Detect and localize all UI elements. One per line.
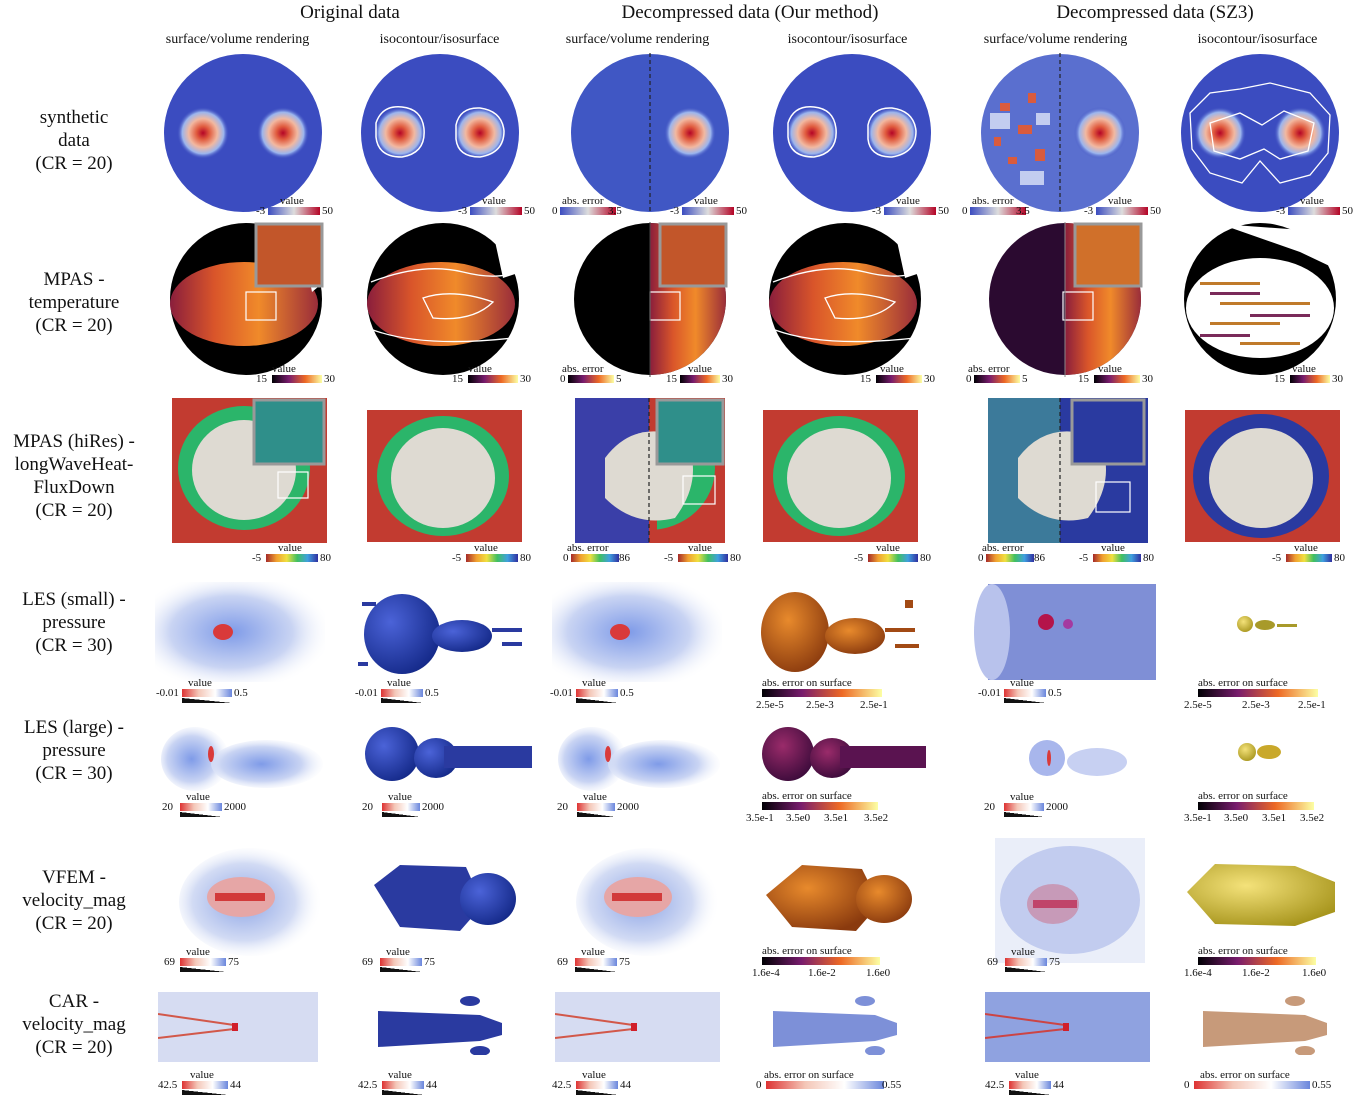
row-label-les-large: LES (large) - pressure (CR = 30): [24, 717, 124, 784]
subtitle-iso-sz3: isocontour/isosurface: [1197, 32, 1318, 47]
image-leslarge-original-volume: [155, 724, 325, 794]
image-leslarge-sz3-volume: [1025, 734, 1135, 784]
image-leslarge-ours-isosurface: [760, 724, 930, 784]
image-car-sz3-volume: [985, 992, 1150, 1062]
image-synthetic-ours-volume: [570, 53, 730, 213]
subtitle-surface-original: surface/volume rendering: [165, 32, 310, 47]
image-car-sz3-isosurface: [1195, 995, 1345, 1055]
image-temperature-ours-isocontour: [765, 222, 925, 377]
image-temperature-sz3-volume: [985, 222, 1145, 377]
image-lessmall-original-volume: [155, 582, 325, 682]
image-vfem-ours-isosurface: [762, 855, 917, 940]
row-label-vfem: VFEM - velocity_mag (CR = 20): [22, 867, 126, 934]
image-hires-sz3-volume: [988, 398, 1148, 543]
row-label-synthetic: synthetic data (CR = 20): [35, 107, 113, 174]
subtitle-iso-ours: isocontour/isosurface: [787, 32, 908, 47]
image-synthetic-original-volume: [163, 53, 323, 213]
row-label-mpas-hires: MPAS (hiRes) - longWaveHeat- FluxDown (CR =…: [13, 431, 135, 521]
image-lessmall-ours-isosurface: [755, 580, 925, 685]
image-hires-sz3-isocontour: [1185, 410, 1340, 542]
image-vfem-sz3-isosurface: [1185, 852, 1340, 937]
image-vfem-original-isosurface: [370, 855, 520, 940]
image-car-ours-volume: [555, 992, 720, 1062]
image-lessmall-sz3-volume: [968, 582, 1158, 682]
subtitle-iso-original: isocontour/isosurface: [379, 32, 500, 47]
row-label-car: CAR - velocity_mag (CR = 20): [22, 991, 126, 1058]
row-label-les-small: LES (small) - pressure (CR = 30): [22, 589, 126, 656]
image-temperature-original-volume: [166, 222, 326, 377]
image-leslarge-sz3-isosurface: [1235, 738, 1295, 768]
image-synthetic-sz3-isocontour: [1180, 53, 1340, 213]
image-lessmall-sz3-isosurface: [1235, 610, 1315, 640]
subtitle-surface-ours: surface/volume rendering: [565, 32, 710, 47]
image-car-ours-isosurface: [765, 995, 915, 1055]
image-leslarge-original-isosurface: [364, 724, 534, 784]
image-lessmall-original-isosurface: [352, 582, 532, 687]
image-vfem-ours-volume: [552, 845, 722, 960]
image-car-original-volume: [158, 992, 318, 1062]
image-synthetic-sz3-volume: [980, 53, 1140, 213]
image-synthetic-original-isocontour: [360, 53, 520, 213]
group-title-ours: Decompressed data (Our method): [621, 2, 879, 23]
image-hires-ours-volume: [575, 398, 725, 543]
group-title-original: Original data: [300, 2, 400, 23]
image-temperature-sz3-isocontour: [1180, 222, 1340, 377]
subtitle-surface-sz3: surface/volume rendering: [983, 32, 1128, 47]
image-temperature-ours-volume: [570, 222, 730, 377]
image-hires-ours-isocontour: [763, 410, 918, 542]
image-leslarge-ours-volume: [552, 724, 722, 794]
image-hires-original-volume: [172, 398, 327, 543]
row-label-mpas-temperature: MPAS - temperature (CR = 20): [28, 269, 120, 336]
image-vfem-original-volume: [155, 845, 325, 960]
image-car-original-isosurface: [370, 995, 520, 1055]
group-title-sz3: Decompressed data (SZ3): [1056, 2, 1254, 23]
image-temperature-original-isocontour: [363, 222, 523, 377]
image-hires-original-isocontour: [367, 410, 522, 542]
image-lessmall-ours-volume: [552, 582, 722, 682]
image-vfem-sz3-volume: [995, 838, 1145, 963]
image-synthetic-ours-isocontour: [772, 53, 932, 213]
